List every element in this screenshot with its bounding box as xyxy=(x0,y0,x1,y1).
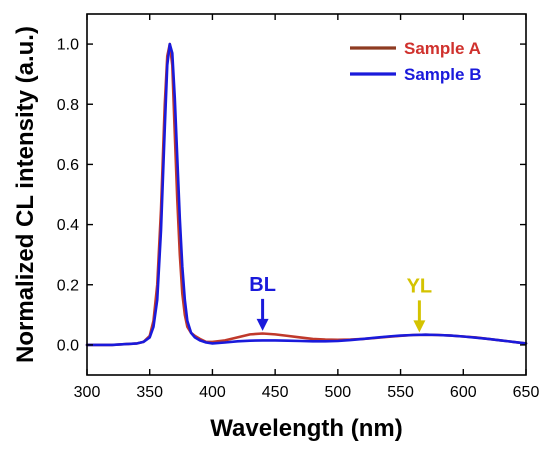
x-tick-label: 650 xyxy=(513,384,540,401)
legend-label-sample-b: Sample B xyxy=(404,65,481,84)
x-tick-label: 300 xyxy=(74,384,101,401)
ticks-layer: 300 350 400 450 500 550 600 650 0.0 0.2 0.4 0.6 0.8 1… xyxy=(57,14,540,401)
series-layer xyxy=(85,42,528,347)
x-tick-label: 500 xyxy=(325,384,352,401)
x-tick-label: 600 xyxy=(450,384,477,401)
x-tick-label: 550 xyxy=(387,384,414,401)
y-axis-title: Normalized CL intensity (a.u.) xyxy=(12,26,39,363)
y-tick-label: 0.0 xyxy=(57,337,79,354)
y-tick-label: 0.6 xyxy=(57,157,79,174)
series-line-sample-b xyxy=(85,42,528,347)
x-tick-label: 350 xyxy=(136,384,163,401)
y-tick-label: 1.0 xyxy=(57,37,79,54)
plot-frame xyxy=(86,13,527,376)
yl-arrow-head xyxy=(413,320,426,333)
legend: Sample A Sample B xyxy=(350,39,481,84)
legend-label-sample-a: Sample A xyxy=(404,39,481,58)
bl-arrow-head xyxy=(256,318,269,331)
x-tick-label: 400 xyxy=(199,384,226,401)
y-tick-label: 0.8 xyxy=(57,97,79,114)
annotation-layer: BL YL xyxy=(249,274,432,333)
x-tick-label: 450 xyxy=(262,384,289,401)
y-tick-label: 0.4 xyxy=(57,217,79,234)
bl-annotation-label: BL xyxy=(249,274,276,296)
yl-annotation-label: YL xyxy=(407,275,433,297)
y-tick-label: 0.2 xyxy=(57,277,79,294)
x-axis-title: Wavelength (nm) xyxy=(210,415,402,442)
